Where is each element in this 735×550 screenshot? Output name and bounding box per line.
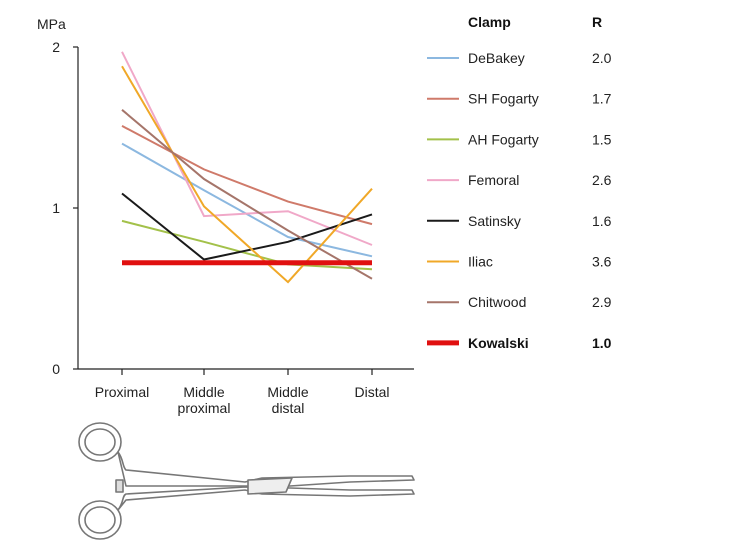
- x-tick-label: Proximal: [95, 384, 149, 400]
- legend-r-satinsky: 1.6: [592, 213, 612, 229]
- series-line-femoral: [121, 51, 373, 246]
- x-tick-label: Middle proximal: [178, 384, 231, 416]
- series-line-chitwood: [121, 109, 373, 280]
- x-tick-label: Middle distal: [267, 384, 308, 416]
- y-tick-label: 2: [52, 39, 60, 55]
- legend-label-satinsky: Satinsky: [468, 213, 521, 229]
- legend-label-femoral: Femoral: [468, 172, 519, 188]
- legend-label-chitwood: Chitwood: [468, 294, 526, 310]
- y-tick-label: 0: [52, 361, 60, 377]
- series-line-debakey: [121, 142, 373, 258]
- legend-r-chitwood: 2.9: [592, 294, 612, 310]
- legend-label-kowalski: Kowalski: [468, 335, 529, 351]
- legend-label-ah-fogarty: AH Fogarty: [468, 131, 539, 147]
- forceps-upper-shank: [117, 451, 415, 487]
- forceps-box-joint: [247, 477, 293, 495]
- legend-r-kowalski: 1.0: [592, 335, 612, 351]
- legend-r-debakey: 2.0: [592, 50, 612, 66]
- legend: Clamp R DeBakey 2.0 SH Fogarty 1.7 AH Fogart…: [427, 14, 612, 351]
- axes: 0 1 2 Proximal Middle proximal Middle distal Dis…: [52, 39, 414, 416]
- legend-r-iliac: 3.6: [592, 254, 612, 270]
- series-layer: [121, 51, 373, 284]
- legend-header-clamp: Clamp: [468, 14, 511, 30]
- legend-r-ah-fogarty: 1.5: [592, 131, 612, 147]
- y-tick-label: 1: [52, 200, 60, 216]
- forceps-ratchet: [115, 479, 124, 493]
- series-line-iliac: [121, 65, 373, 284]
- legend-r-sh-fogarty: 1.7: [592, 91, 612, 107]
- legend-label-sh-fogarty: SH Fogarty: [468, 91, 539, 107]
- series-line-satinsky: [121, 192, 373, 261]
- legend-label-iliac: Iliac: [468, 254, 493, 270]
- legend-header-r: R: [592, 14, 602, 30]
- legend-r-femoral: 2.6: [592, 172, 612, 188]
- series-line-ah-fogarty: [121, 219, 373, 271]
- y-axis-unit: MPa: [37, 16, 66, 32]
- legend-label-debakey: DeBakey: [468, 50, 525, 66]
- forceps-lower-shank: [117, 486, 415, 511]
- series-line-sh-fogarty: [121, 125, 373, 226]
- forceps-finger-ring-bottom-hole: [84, 506, 116, 534]
- forceps-illustration: [78, 422, 415, 540]
- forceps-finger-ring-top-hole: [84, 428, 116, 456]
- x-tick-label: Distal: [354, 384, 389, 400]
